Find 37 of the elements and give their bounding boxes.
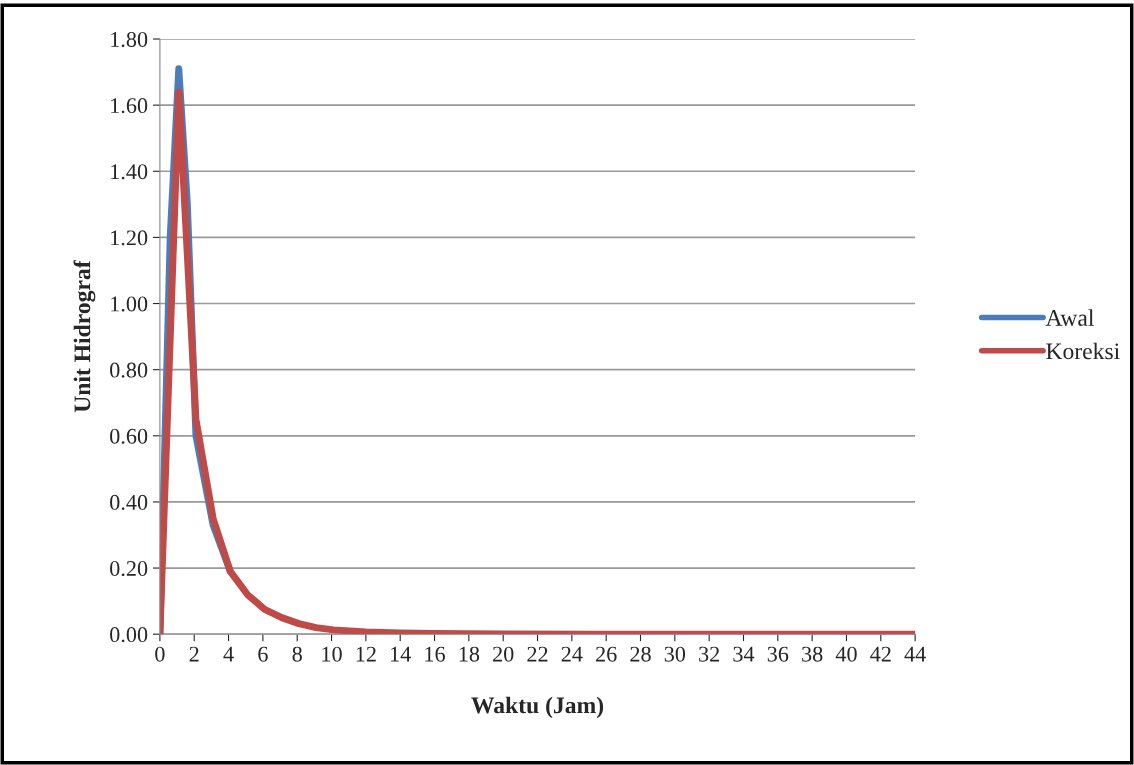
x-tick-label: 30 — [664, 646, 686, 662]
x-tick-label: 0 — [155, 646, 165, 662]
y-tick-label: 0.60 — [110, 428, 148, 444]
x-tick-label: 2 — [189, 646, 199, 662]
x-axis-title: Waktu (Jam) — [471, 696, 604, 719]
x-tick-label: 14 — [391, 646, 411, 662]
y-tick-label: 0.20 — [110, 560, 148, 577]
x-tick-label: 4 — [223, 646, 234, 662]
x-tick-label: 42 — [870, 646, 891, 662]
x-tick-label: 10 — [322, 646, 342, 662]
x-tick-label: 26 — [596, 646, 617, 662]
y-tick-label: 1.60 — [111, 98, 148, 114]
y-tick-label: 1.20 — [111, 230, 148, 246]
y-tick-label: 0.40 — [110, 494, 148, 510]
x-tick-label: 40 — [835, 646, 857, 662]
legend-label: Koreksi — [1046, 342, 1120, 360]
y-tick-label: 1.80 — [111, 31, 148, 48]
x-tick-label: 28 — [630, 646, 651, 662]
x-tick-label: 22 — [527, 646, 548, 662]
y-tick-label: 1.00 — [111, 296, 148, 312]
y-tick-label: 1.40 — [111, 164, 148, 180]
x-tick-label: 8 — [292, 646, 302, 662]
x-tick-label: 44 — [904, 646, 926, 662]
x-tick-label: 38 — [802, 646, 823, 662]
x-tick-label: 36 — [767, 646, 789, 662]
x-tick-label: 34 — [733, 646, 755, 662]
y-tick-label: 0.00 — [110, 627, 148, 643]
x-tick-label: 16 — [425, 646, 445, 662]
x-tick-label: 24 — [561, 646, 583, 662]
x-tick-label: 6 — [258, 646, 268, 662]
legend-label: Awal — [1045, 309, 1094, 326]
x-tick-label: 18 — [459, 646, 480, 662]
y-axis-title: Unit Hidrograf — [73, 260, 96, 413]
y-tick-label: 0.80 — [110, 362, 148, 378]
x-tick-label: 20 — [493, 646, 514, 662]
x-tick-label: 32 — [699, 646, 720, 662]
x-tick-label: 12 — [356, 646, 376, 662]
